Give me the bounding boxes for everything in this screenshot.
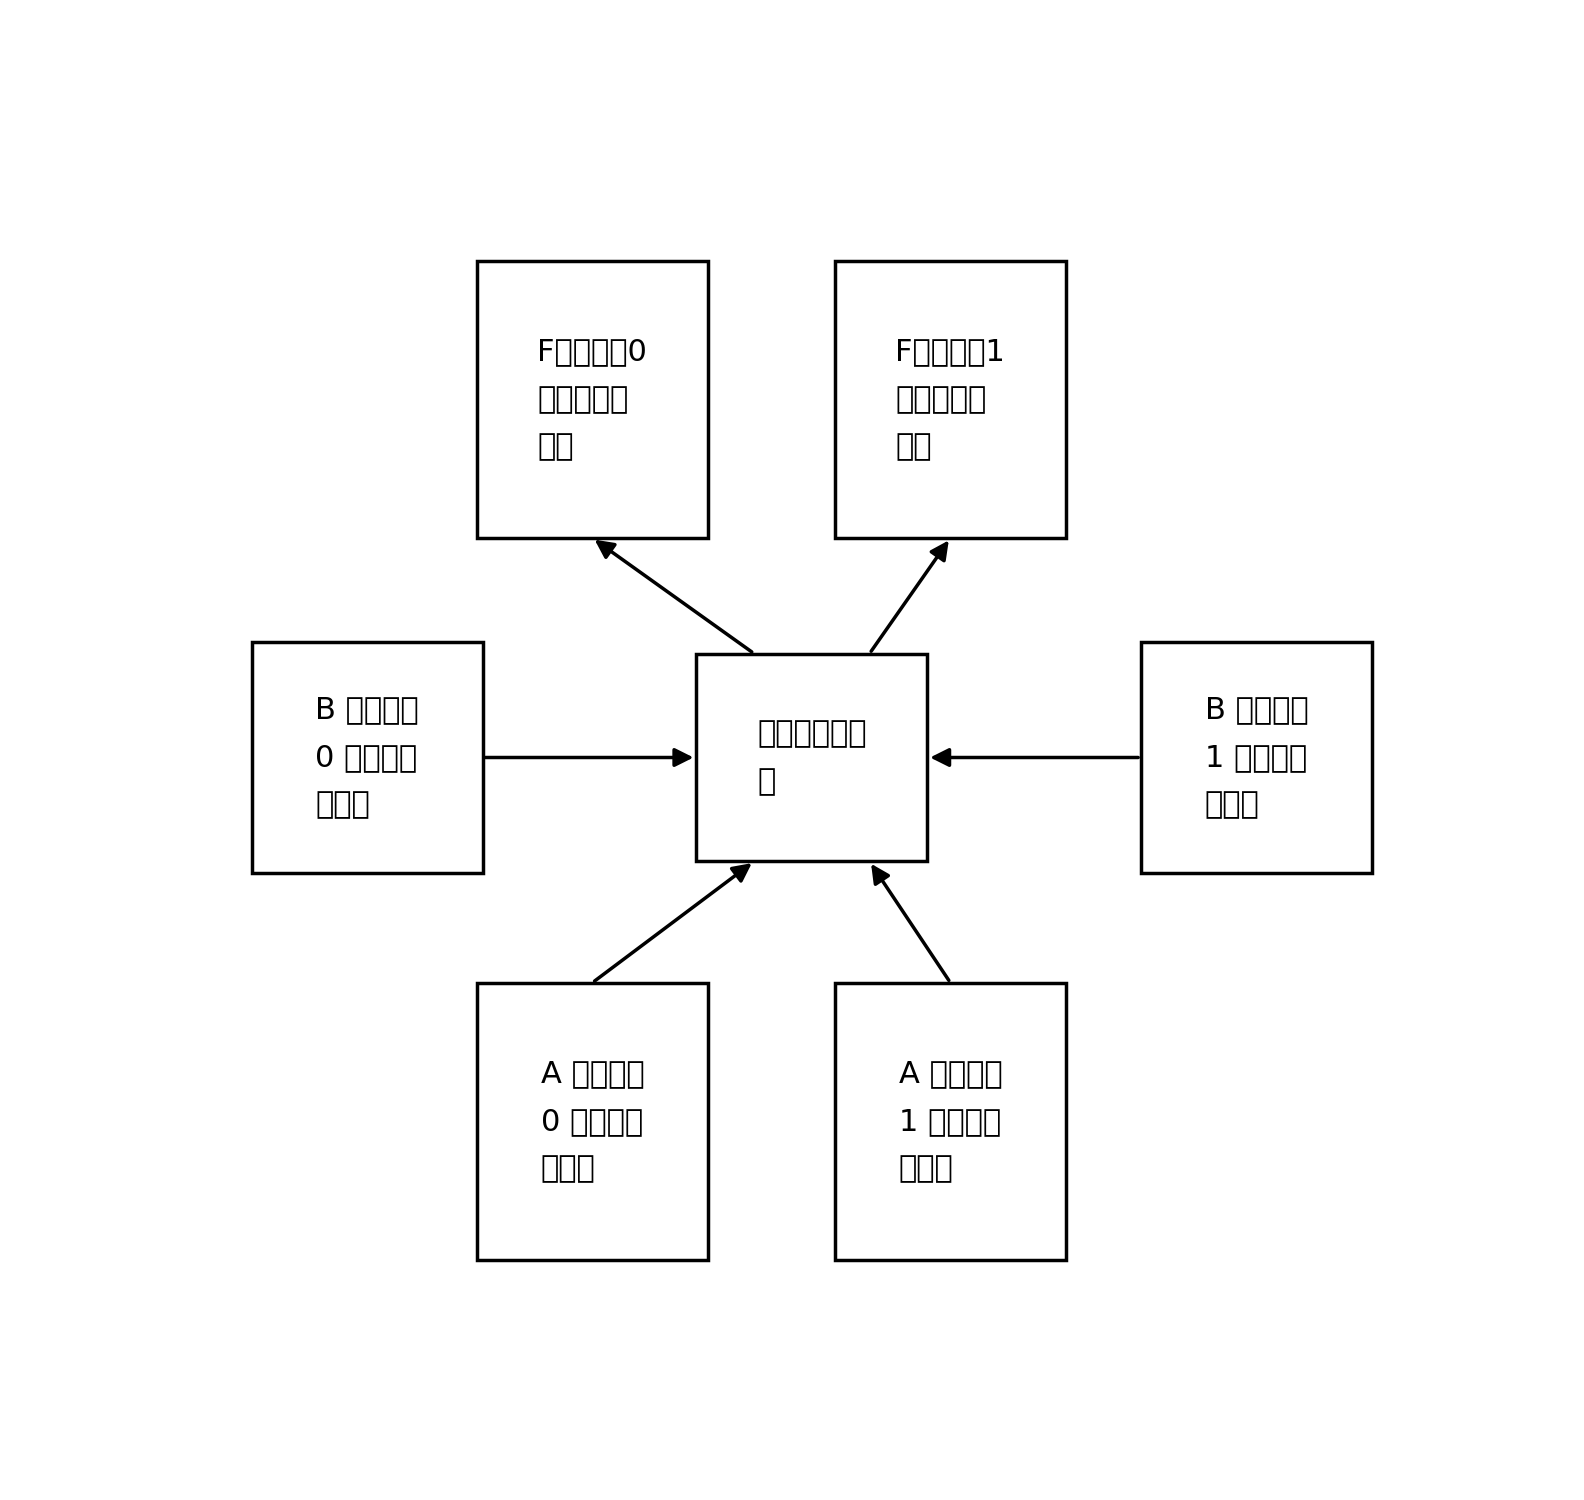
Text: A 路信息为
1 的概率输
入电路: A 路信息为 1 的概率输 入电路 — [898, 1059, 1003, 1184]
Bar — [697, 654, 927, 861]
Bar — [835, 982, 1066, 1260]
Bar — [477, 982, 708, 1260]
Bar — [835, 261, 1066, 538]
Bar — [1140, 642, 1372, 873]
Text: F路信息为1
的概率输出
电路: F路信息为1 的概率输出 电路 — [895, 338, 1006, 462]
Bar — [252, 642, 483, 873]
Bar — [477, 261, 708, 538]
Text: A 路信息为
0 的概率输
入电路: A 路信息为 0 的概率输 入电路 — [540, 1059, 645, 1184]
Text: B 路信息为
1 的概率输
入电路: B 路信息为 1 的概率输 入电路 — [1205, 696, 1308, 819]
Text: 电流与计算电
路: 电流与计算电 路 — [757, 720, 866, 795]
Text: B 路信息为
0 的概率输
入电路: B 路信息为 0 的概率输 入电路 — [315, 696, 418, 819]
Text: F路信息为0
的概率输出
电路: F路信息为0 的概率输出 电路 — [537, 338, 648, 462]
